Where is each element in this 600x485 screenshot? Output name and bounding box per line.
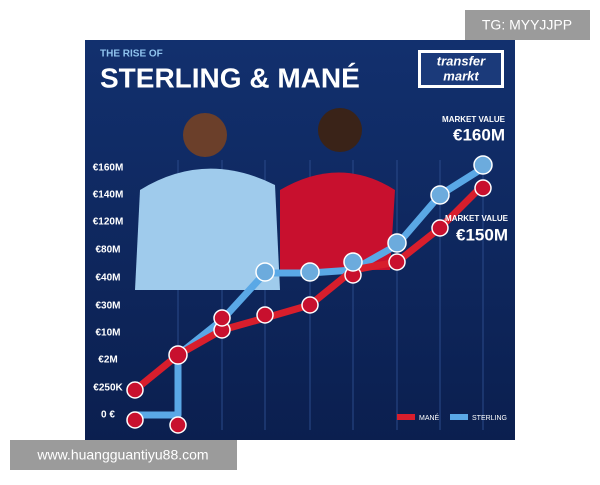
sterling-line [135, 165, 485, 419]
club-badges [126, 155, 493, 434]
y-label: €160M [93, 163, 124, 174]
title: STERLING & MANÉ [100, 62, 360, 93]
legend-label: STERLING [472, 415, 507, 422]
y-label: €2M [98, 355, 117, 366]
watermark: TG: MYYJJPP [482, 17, 572, 33]
player-mane-head [318, 108, 362, 152]
callout-value: €150M [456, 225, 508, 244]
y-label: €30M [95, 301, 120, 312]
y-label: €40M [95, 273, 120, 284]
callout-label: MARKET VALUE [442, 115, 506, 124]
legend-swatch [397, 414, 415, 420]
footer-box [10, 440, 237, 470]
callout-label: MARKET VALUE [445, 214, 509, 223]
legend-swatch [450, 414, 468, 420]
footer-url: www.huangguantiyu88.com [36, 447, 208, 463]
y-label: €10M [95, 328, 120, 339]
y-label: €140M [93, 190, 124, 201]
legend-label: MANÉ [419, 413, 440, 422]
watermark-box [465, 10, 590, 40]
kicker: THE RISE OF [100, 49, 163, 60]
y-label: €120M [93, 217, 124, 228]
y-label: €80M [95, 245, 120, 256]
logo-line: markt [443, 68, 479, 83]
y-label: 0 € [101, 410, 115, 421]
logo-inner [421, 53, 501, 85]
player-mane-body [280, 172, 395, 270]
y-label: €250K [93, 383, 123, 394]
player-sterling-body [135, 168, 280, 290]
callout-value: €160M [453, 125, 505, 144]
player-sterling-head [183, 113, 227, 157]
logo-line: transfer [437, 53, 486, 68]
